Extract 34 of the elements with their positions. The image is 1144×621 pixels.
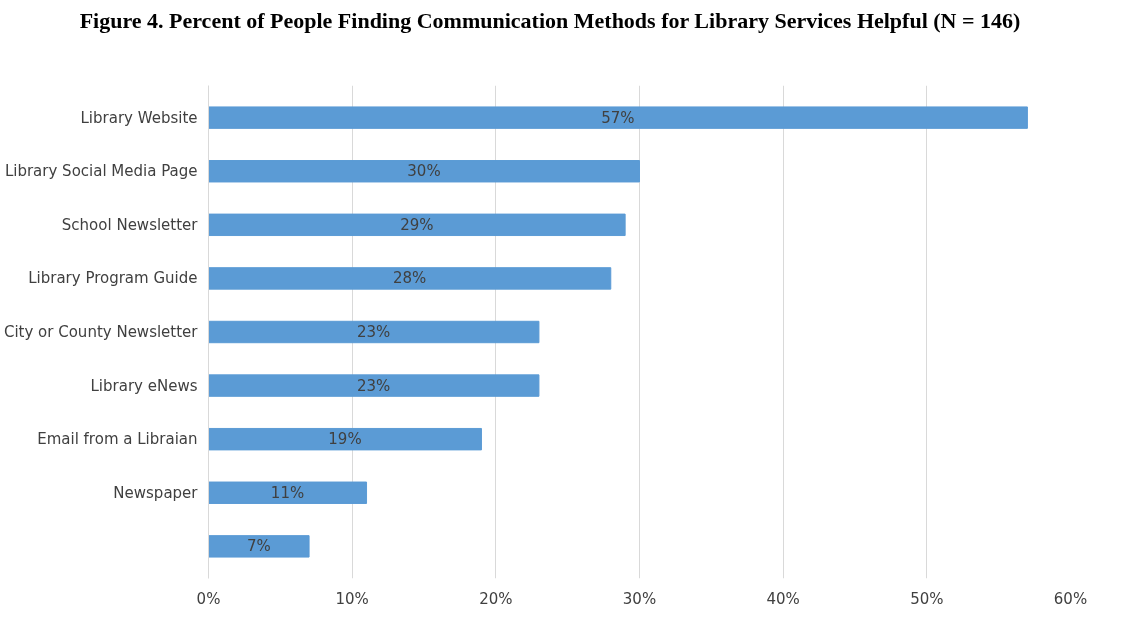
y-tick-label: Library Social Media Page	[4, 162, 198, 181]
y-tick-label: City or County Newsletter	[3, 323, 199, 341]
y-tick-label: Newspaper	[113, 483, 199, 502]
data-label: 57%	[601, 108, 635, 127]
bar	[208, 427, 482, 451]
y-tick-label: School Newsletter	[61, 215, 199, 234]
bar	[208, 106, 1028, 129]
bar	[208, 320, 540, 344]
y-tick-label: Library Website	[80, 108, 198, 127]
bar	[208, 535, 310, 558]
x-tick-label: 10%	[335, 589, 369, 608]
data-label: 11%	[270, 483, 305, 502]
data-label: 7%	[246, 537, 271, 556]
x-tick-label: 60%	[1053, 589, 1088, 608]
y-tick-label: Library eNews	[90, 376, 198, 395]
bar	[208, 267, 612, 290]
data-label: 29%	[400, 215, 434, 234]
y-tick-label: Email from a Libraian	[37, 430, 198, 449]
x-tick-label: 20%	[479, 589, 513, 608]
data-label: 23%	[357, 323, 391, 341]
bar	[208, 374, 540, 397]
bar	[208, 481, 368, 504]
data-label: 23%	[357, 376, 391, 395]
data-label: 28%	[392, 269, 427, 288]
chart-title: Figure 4. Percent of People Finding Communication Methods for Library Services Helpful (N = 146)	[79, 7, 1021, 35]
x-tick-label: 30%	[622, 589, 657, 608]
y-tick-label: Library Program Guide	[28, 269, 198, 288]
bar	[208, 213, 626, 237]
x-tick-label: 0%	[196, 589, 221, 608]
data-label: 30%	[407, 162, 441, 181]
x-tick-label: 50%	[910, 589, 944, 608]
data-label: 19%	[328, 430, 362, 449]
bar	[208, 160, 640, 183]
x-tick-label: 40%	[766, 589, 800, 608]
